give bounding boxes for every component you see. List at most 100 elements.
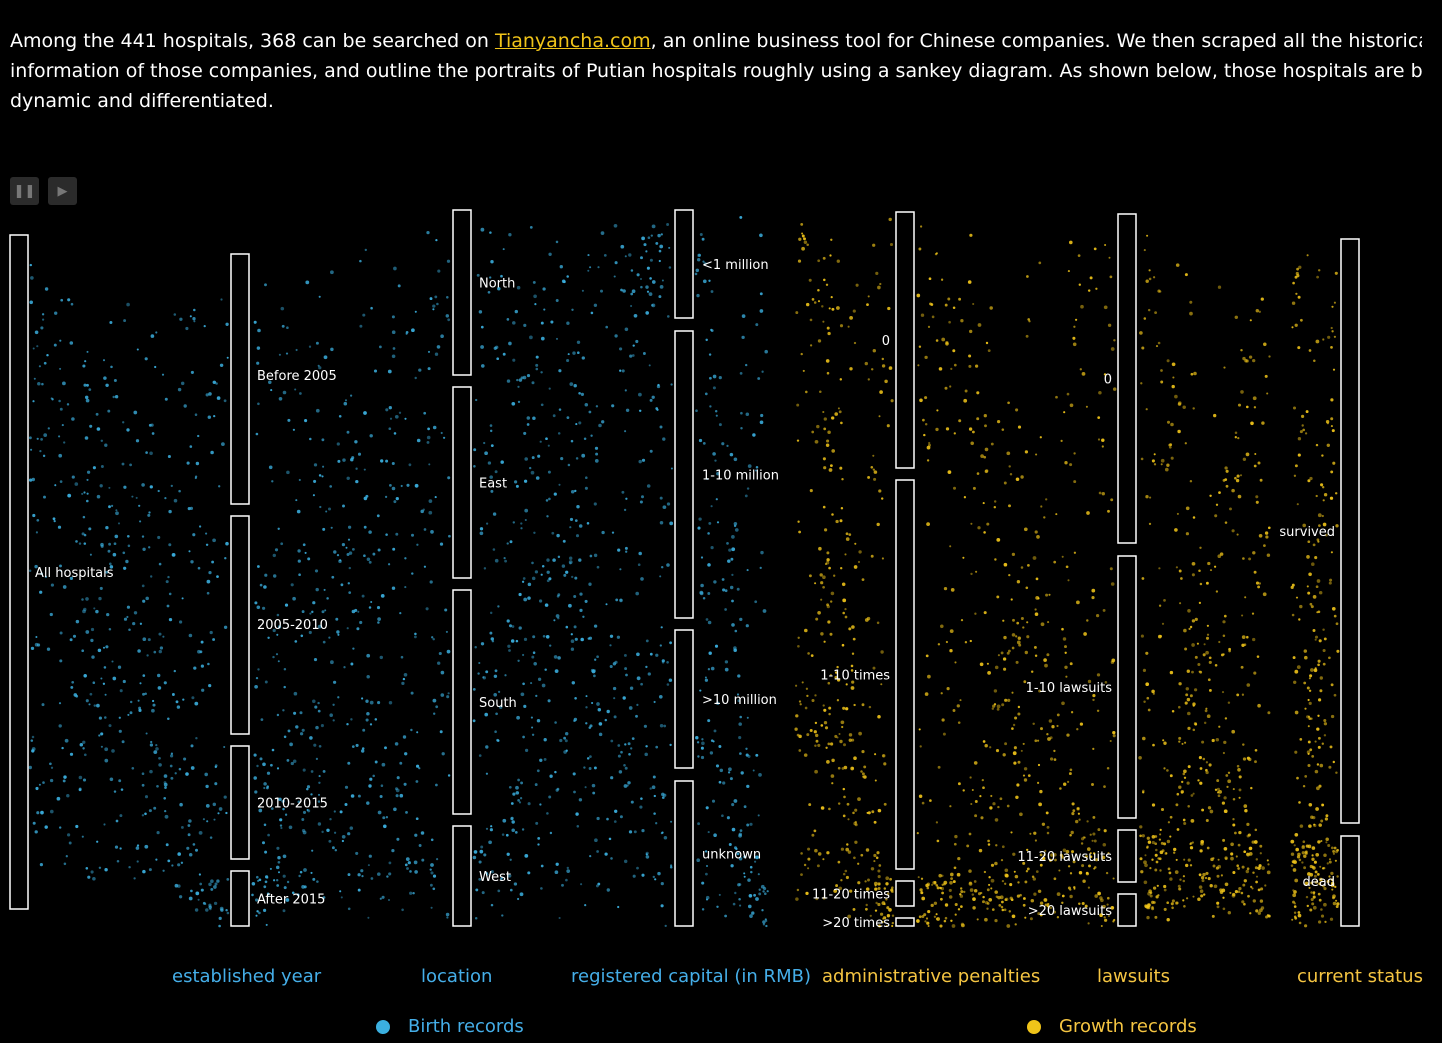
sankey-node[interactable] — [674, 629, 694, 769]
flow-particle — [59, 339, 62, 342]
flow-particle — [321, 830, 324, 834]
flow-particle — [877, 886, 881, 891]
flow-particle — [722, 588, 726, 592]
flow-particle — [414, 483, 419, 488]
sankey-node[interactable] — [230, 515, 250, 735]
flow-particle — [1334, 859, 1337, 862]
flow-particle — [829, 673, 833, 677]
sankey-node[interactable] — [1340, 238, 1360, 824]
flow-particle — [1167, 821, 1171, 824]
sankey-node[interactable] — [674, 780, 694, 927]
flow-particle — [1049, 906, 1052, 910]
flow-particle — [497, 889, 501, 893]
flow-particle — [726, 444, 729, 448]
flow-particle — [98, 716, 102, 720]
flow-particle — [749, 822, 753, 826]
flow-particle — [520, 522, 523, 525]
flow-particle — [817, 610, 821, 615]
tianyancha-link[interactable]: Tianyancha.com — [494, 30, 651, 52]
flow-particle — [1067, 579, 1070, 582]
flow-particle — [379, 897, 382, 900]
flow-particle — [1017, 881, 1020, 884]
flow-particle — [207, 415, 212, 419]
flow-particle — [282, 390, 287, 395]
flow-particle — [1191, 670, 1194, 674]
flow-particle — [1167, 867, 1171, 871]
flow-particle — [1236, 764, 1240, 768]
pause-button[interactable]: ❚❚ — [10, 177, 39, 205]
flow-particle — [1323, 637, 1327, 641]
flow-particle — [257, 402, 260, 406]
flow-particle — [430, 883, 433, 887]
flow-particle — [297, 549, 301, 553]
flow-particle — [355, 851, 359, 855]
flow-particle — [625, 673, 628, 677]
flow-particle — [1315, 494, 1318, 498]
flow-particle — [872, 349, 876, 353]
sankey-node[interactable] — [452, 386, 472, 579]
flow-particle — [847, 914, 852, 919]
flow-particle — [876, 621, 880, 625]
flow-particle — [480, 325, 484, 329]
sankey-node[interactable] — [895, 917, 915, 927]
sankey-node[interactable] — [674, 209, 694, 319]
sankey-node[interactable] — [1340, 835, 1360, 927]
sankey-node[interactable] — [895, 479, 915, 870]
sankey-node[interactable] — [452, 589, 472, 815]
sankey-node[interactable] — [230, 745, 250, 860]
flow-particle — [712, 452, 716, 456]
flow-particle — [354, 440, 358, 444]
flow-particle — [85, 867, 89, 870]
flow-particle — [929, 799, 932, 802]
flow-particle — [1260, 906, 1265, 910]
sankey-node[interactable] — [1117, 213, 1137, 544]
sankey-node[interactable] — [230, 253, 250, 505]
flow-particle — [321, 438, 325, 442]
flow-particle — [1056, 916, 1060, 919]
flow-particle — [30, 448, 33, 451]
flow-particle — [1017, 712, 1021, 716]
flow-particle — [1159, 869, 1162, 872]
flow-particle — [399, 793, 404, 798]
flow-particle — [990, 863, 995, 867]
flow-particle — [194, 908, 199, 912]
flow-particle — [524, 518, 527, 522]
flow-particle — [1034, 530, 1038, 534]
flow-particle — [828, 307, 831, 310]
flow-particle — [163, 782, 168, 787]
flow-particle — [280, 542, 284, 546]
sankey-node[interactable] — [230, 870, 250, 927]
flow-particle — [1103, 305, 1108, 310]
flow-particle — [831, 449, 836, 453]
sankey-node[interactable] — [674, 330, 694, 619]
flow-particle — [924, 692, 929, 696]
flow-particle — [502, 818, 507, 823]
flow-particle — [813, 730, 817, 734]
flow-particle — [739, 617, 743, 622]
flow-particle — [938, 367, 943, 371]
sankey-node[interactable] — [452, 825, 472, 927]
sankey-node[interactable] — [452, 209, 472, 376]
flow-particle — [350, 394, 353, 397]
flow-particle — [380, 594, 385, 598]
flow-particle — [388, 861, 392, 865]
sankey-node[interactable] — [1117, 829, 1137, 883]
sankey-node[interactable] — [895, 880, 915, 907]
flow-particle — [586, 757, 590, 760]
flow-particle — [758, 892, 762, 896]
sankey-node[interactable] — [9, 234, 29, 910]
flow-particle — [209, 907, 212, 911]
flow-particle — [415, 817, 419, 821]
flow-particle — [940, 278, 944, 281]
flow-particle — [1254, 452, 1257, 456]
sankey-node[interactable] — [895, 211, 915, 469]
sankey-node[interactable] — [1117, 555, 1137, 819]
flow-particle — [330, 347, 334, 352]
flow-particle — [200, 888, 204, 892]
flow-particle — [545, 437, 548, 441]
sankey-node[interactable] — [1117, 893, 1137, 927]
flow-particle — [322, 640, 326, 644]
flow-particle — [367, 864, 370, 867]
flow-particle — [520, 527, 523, 530]
play-button[interactable]: ▶ — [48, 177, 77, 205]
